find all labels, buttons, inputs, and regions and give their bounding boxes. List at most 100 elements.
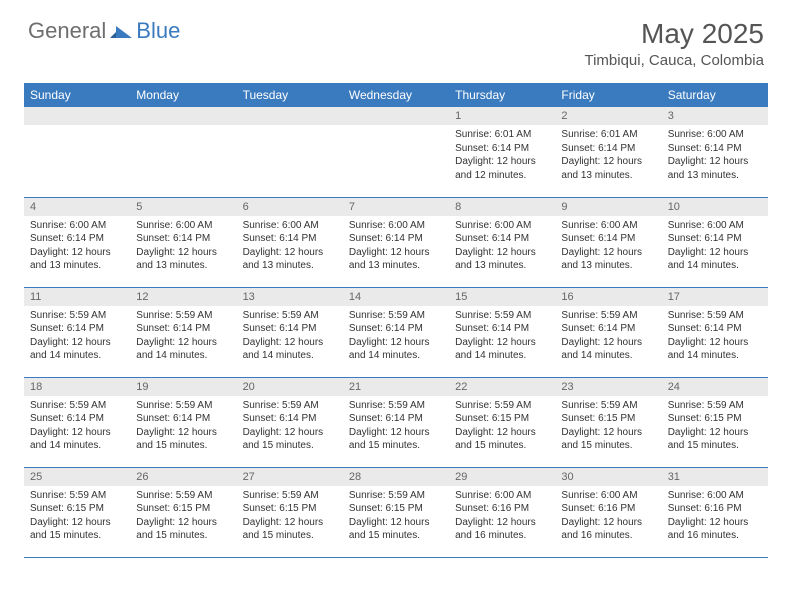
sunset-line: Sunset: 6:14 PM bbox=[30, 412, 124, 426]
day-number: 21 bbox=[343, 378, 449, 396]
daylight-line: Daylight: 12 hours and 14 minutes. bbox=[455, 336, 549, 363]
day-details: Sunrise: 5:59 AMSunset: 6:14 PMDaylight:… bbox=[555, 306, 661, 367]
daylight-line: Daylight: 12 hours and 15 minutes. bbox=[30, 516, 124, 543]
day-details: Sunrise: 6:00 AMSunset: 6:14 PMDaylight:… bbox=[130, 216, 236, 277]
daylight-line: Daylight: 12 hours and 13 minutes. bbox=[668, 155, 762, 182]
location-subtitle: Timbiqui, Cauca, Colombia bbox=[584, 52, 764, 69]
day-header: Sunday bbox=[24, 83, 130, 107]
calendar-cell bbox=[237, 107, 343, 197]
daylight-line: Daylight: 12 hours and 13 minutes. bbox=[349, 246, 443, 273]
calendar-cell: 29Sunrise: 6:00 AMSunset: 6:16 PMDayligh… bbox=[449, 467, 555, 557]
sunset-line: Sunset: 6:14 PM bbox=[455, 322, 549, 336]
day-number: 24 bbox=[662, 378, 768, 396]
daylight-line: Daylight: 12 hours and 16 minutes. bbox=[668, 516, 762, 543]
day-number: 18 bbox=[24, 378, 130, 396]
sunset-line: Sunset: 6:16 PM bbox=[561, 502, 655, 516]
sunset-line: Sunset: 6:16 PM bbox=[455, 502, 549, 516]
day-details: Sunrise: 5:59 AMSunset: 6:14 PMDaylight:… bbox=[237, 306, 343, 367]
empty-daynum bbox=[343, 107, 449, 125]
page-header: General Blue May 2025 Timbiqui, Cauca, C… bbox=[0, 0, 792, 75]
sunrise-line: Sunrise: 5:59 AM bbox=[243, 309, 337, 323]
day-number: 13 bbox=[237, 288, 343, 306]
sunrise-line: Sunrise: 5:59 AM bbox=[136, 489, 230, 503]
calendar-week-row: 25Sunrise: 5:59 AMSunset: 6:15 PMDayligh… bbox=[24, 467, 768, 557]
empty-daynum bbox=[130, 107, 236, 125]
day-details: Sunrise: 5:59 AMSunset: 6:15 PMDaylight:… bbox=[237, 486, 343, 547]
day-header: Friday bbox=[555, 83, 661, 107]
daylight-line: Daylight: 12 hours and 13 minutes. bbox=[561, 155, 655, 182]
empty-daynum bbox=[237, 107, 343, 125]
sunset-line: Sunset: 6:14 PM bbox=[561, 322, 655, 336]
sunset-line: Sunset: 6:14 PM bbox=[668, 232, 762, 246]
calendar-cell: 30Sunrise: 6:00 AMSunset: 6:16 PMDayligh… bbox=[555, 467, 661, 557]
calendar-cell: 2Sunrise: 6:01 AMSunset: 6:14 PMDaylight… bbox=[555, 107, 661, 197]
sunset-line: Sunset: 6:14 PM bbox=[136, 322, 230, 336]
day-details: Sunrise: 6:00 AMSunset: 6:14 PMDaylight:… bbox=[662, 125, 768, 186]
sunset-line: Sunset: 6:14 PM bbox=[136, 232, 230, 246]
sunrise-line: Sunrise: 5:59 AM bbox=[30, 489, 124, 503]
sunset-line: Sunset: 6:14 PM bbox=[455, 142, 549, 156]
day-header: Saturday bbox=[662, 83, 768, 107]
day-details: Sunrise: 5:59 AMSunset: 6:15 PMDaylight:… bbox=[130, 486, 236, 547]
calendar-cell: 7Sunrise: 6:00 AMSunset: 6:14 PMDaylight… bbox=[343, 197, 449, 287]
sunset-line: Sunset: 6:15 PM bbox=[668, 412, 762, 426]
calendar-cell: 4Sunrise: 6:00 AMSunset: 6:14 PMDaylight… bbox=[24, 197, 130, 287]
day-number: 6 bbox=[237, 198, 343, 216]
calendar-cell: 8Sunrise: 6:00 AMSunset: 6:14 PMDaylight… bbox=[449, 197, 555, 287]
sunrise-line: Sunrise: 6:01 AM bbox=[455, 128, 549, 142]
day-details: Sunrise: 6:01 AMSunset: 6:14 PMDaylight:… bbox=[449, 125, 555, 186]
calendar-cell: 3Sunrise: 6:00 AMSunset: 6:14 PMDaylight… bbox=[662, 107, 768, 197]
sunrise-line: Sunrise: 6:00 AM bbox=[136, 219, 230, 233]
sunrise-line: Sunrise: 5:59 AM bbox=[136, 399, 230, 413]
daylight-line: Daylight: 12 hours and 15 minutes. bbox=[136, 426, 230, 453]
daylight-line: Daylight: 12 hours and 15 minutes. bbox=[349, 516, 443, 543]
daylight-line: Daylight: 12 hours and 16 minutes. bbox=[561, 516, 655, 543]
day-header: Wednesday bbox=[343, 83, 449, 107]
day-details: Sunrise: 6:00 AMSunset: 6:14 PMDaylight:… bbox=[237, 216, 343, 277]
sunset-line: Sunset: 6:14 PM bbox=[136, 412, 230, 426]
calendar-cell bbox=[343, 107, 449, 197]
sunset-line: Sunset: 6:16 PM bbox=[668, 502, 762, 516]
sunrise-line: Sunrise: 5:59 AM bbox=[668, 309, 762, 323]
day-number: 12 bbox=[130, 288, 236, 306]
day-number: 29 bbox=[449, 468, 555, 486]
logo-triangle-icon bbox=[110, 20, 134, 43]
daylight-line: Daylight: 12 hours and 12 minutes. bbox=[455, 155, 549, 182]
day-details: Sunrise: 5:59 AMSunset: 6:14 PMDaylight:… bbox=[662, 306, 768, 367]
calendar-cell: 20Sunrise: 5:59 AMSunset: 6:14 PMDayligh… bbox=[237, 377, 343, 467]
sunrise-line: Sunrise: 5:59 AM bbox=[455, 309, 549, 323]
day-details: Sunrise: 5:59 AMSunset: 6:15 PMDaylight:… bbox=[343, 486, 449, 547]
day-header: Monday bbox=[130, 83, 236, 107]
day-number: 4 bbox=[24, 198, 130, 216]
sunset-line: Sunset: 6:14 PM bbox=[243, 322, 337, 336]
day-details: Sunrise: 5:59 AMSunset: 6:14 PMDaylight:… bbox=[130, 306, 236, 367]
sunrise-line: Sunrise: 5:59 AM bbox=[455, 399, 549, 413]
daylight-line: Daylight: 12 hours and 14 minutes. bbox=[668, 246, 762, 273]
sunrise-line: Sunrise: 6:00 AM bbox=[668, 489, 762, 503]
day-number: 22 bbox=[449, 378, 555, 396]
day-number: 9 bbox=[555, 198, 661, 216]
day-number: 5 bbox=[130, 198, 236, 216]
calendar-cell: 11Sunrise: 5:59 AMSunset: 6:14 PMDayligh… bbox=[24, 287, 130, 377]
sunrise-line: Sunrise: 6:00 AM bbox=[455, 489, 549, 503]
calendar-cell: 28Sunrise: 5:59 AMSunset: 6:15 PMDayligh… bbox=[343, 467, 449, 557]
sunrise-line: Sunrise: 6:00 AM bbox=[668, 128, 762, 142]
day-number: 15 bbox=[449, 288, 555, 306]
sunset-line: Sunset: 6:14 PM bbox=[349, 322, 443, 336]
calendar-cell: 6Sunrise: 6:00 AMSunset: 6:14 PMDaylight… bbox=[237, 197, 343, 287]
daylight-line: Daylight: 12 hours and 14 minutes. bbox=[30, 426, 124, 453]
day-number: 16 bbox=[555, 288, 661, 306]
calendar-cell: 19Sunrise: 5:59 AMSunset: 6:14 PMDayligh… bbox=[130, 377, 236, 467]
sunset-line: Sunset: 6:14 PM bbox=[349, 232, 443, 246]
day-number: 23 bbox=[555, 378, 661, 396]
sunrise-line: Sunrise: 5:59 AM bbox=[561, 399, 655, 413]
sunrise-line: Sunrise: 6:00 AM bbox=[668, 219, 762, 233]
sunrise-line: Sunrise: 5:59 AM bbox=[243, 489, 337, 503]
sunrise-line: Sunrise: 5:59 AM bbox=[30, 399, 124, 413]
day-number: 26 bbox=[130, 468, 236, 486]
daylight-line: Daylight: 12 hours and 15 minutes. bbox=[243, 426, 337, 453]
sunset-line: Sunset: 6:14 PM bbox=[30, 232, 124, 246]
calendar-cell: 22Sunrise: 5:59 AMSunset: 6:15 PMDayligh… bbox=[449, 377, 555, 467]
daylight-line: Daylight: 12 hours and 15 minutes. bbox=[561, 426, 655, 453]
day-details: Sunrise: 6:01 AMSunset: 6:14 PMDaylight:… bbox=[555, 125, 661, 186]
